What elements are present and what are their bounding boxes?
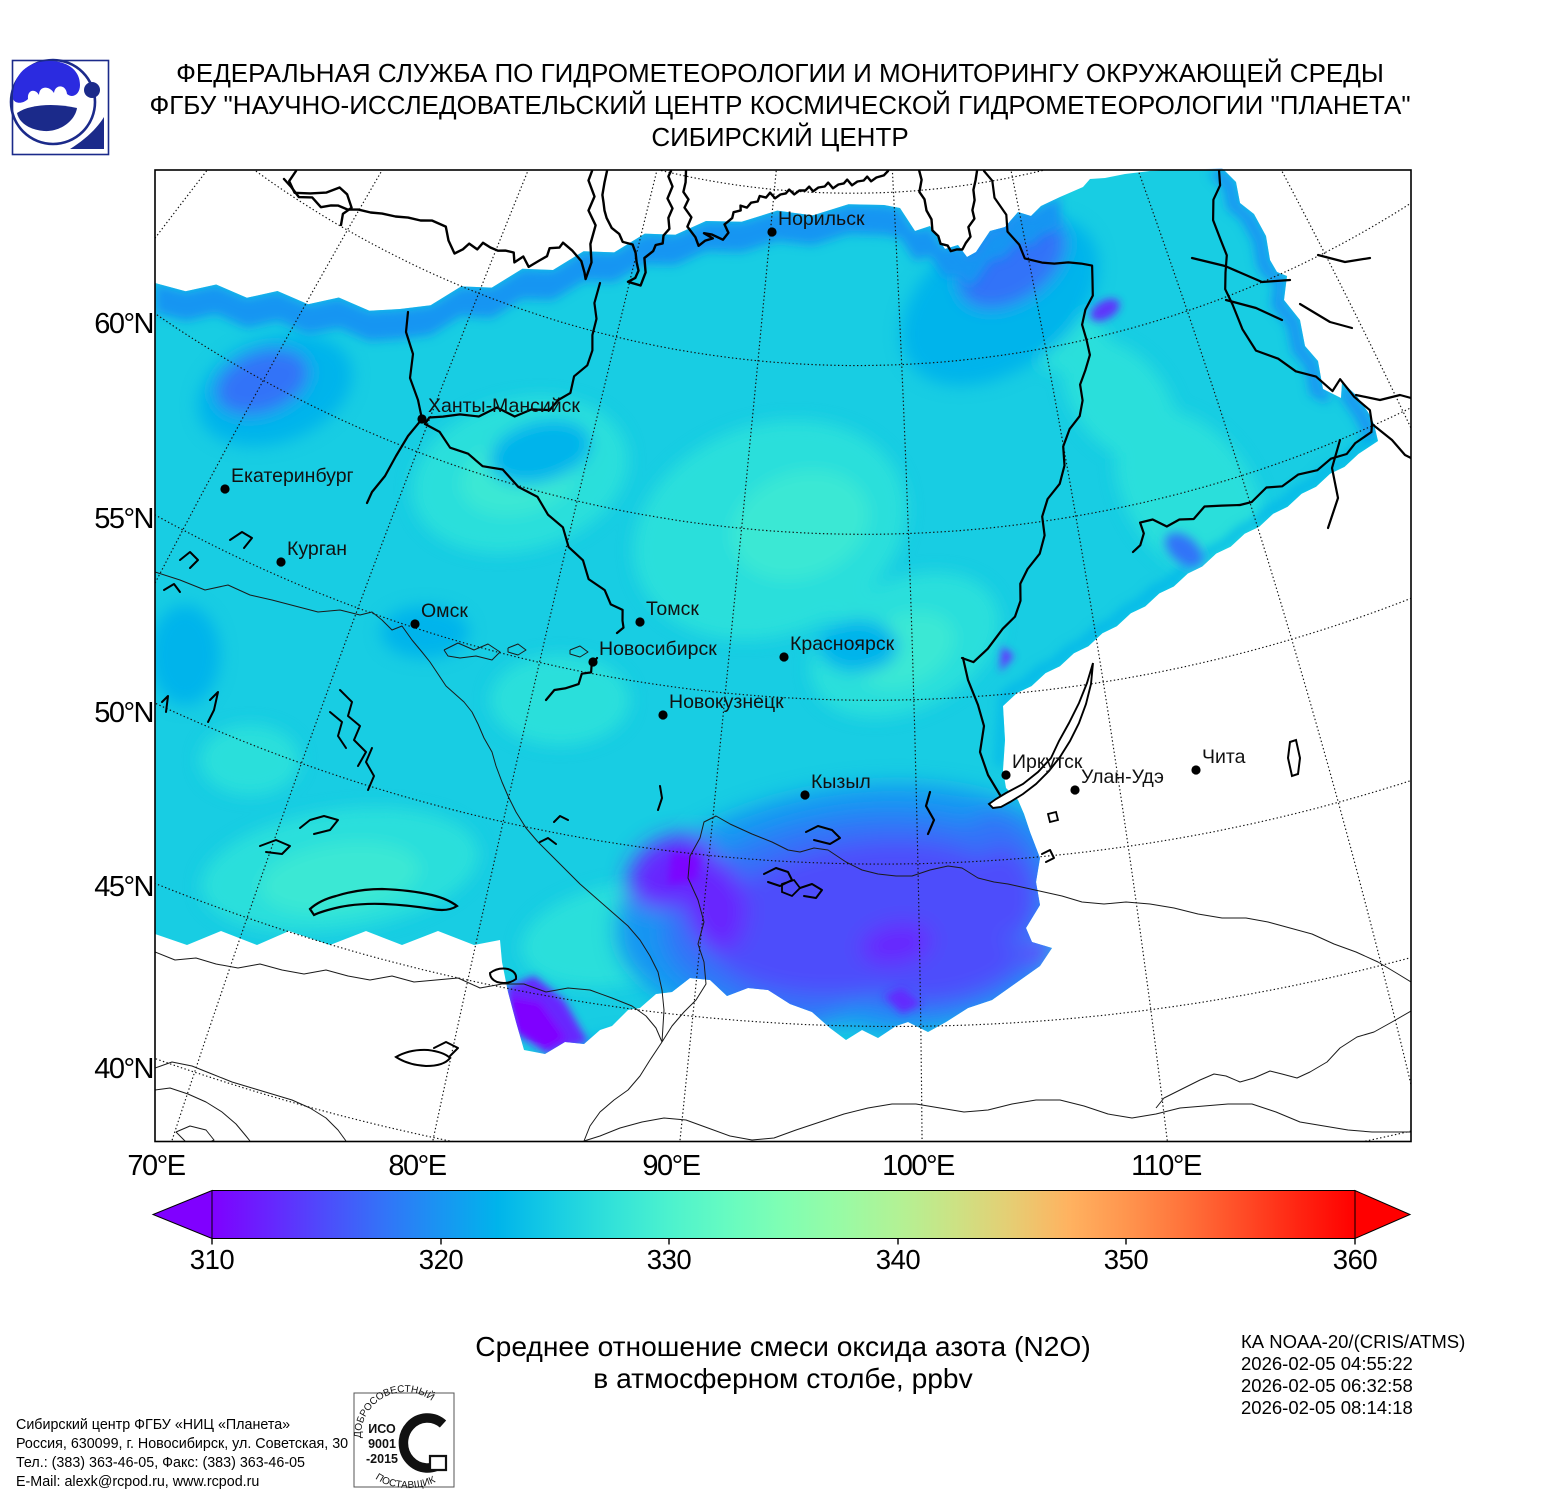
svg-text:9001: 9001 bbox=[368, 1437, 396, 1451]
svg-text:60°N: 60°N bbox=[94, 308, 153, 340]
svg-text:340: 340 bbox=[876, 1244, 921, 1275]
svg-text:СИБИРСКИЙ ЦЕНТР: СИБИРСКИЙ ЦЕНТР bbox=[651, 122, 908, 152]
svg-text:Норильск: Норильск bbox=[778, 208, 865, 230]
svg-text:Омск: Омск bbox=[421, 600, 468, 622]
svg-text:Кызыл: Кызыл bbox=[811, 771, 871, 793]
svg-text:Новокузнецк: Новокузнецк bbox=[669, 691, 784, 713]
svg-text:90°E: 90°E bbox=[642, 1150, 700, 1182]
svg-text:Россия, 630099, г. Новосибирск: Россия, 630099, г. Новосибирск, ул. Сове… bbox=[16, 1436, 348, 1452]
svg-text:45°N: 45°N bbox=[94, 871, 153, 903]
svg-text:310: 310 bbox=[190, 1244, 235, 1275]
svg-text:Ханты-Мансийск: Ханты-Мансийск bbox=[428, 395, 580, 417]
svg-text:Иркутск: Иркутск bbox=[1012, 751, 1083, 773]
svg-text:Красноярск: Красноярск bbox=[790, 633, 895, 655]
svg-text:2026-02-05 06:32:58: 2026-02-05 06:32:58 bbox=[1241, 1375, 1413, 1396]
svg-text:Томск: Томск bbox=[646, 598, 699, 620]
svg-text:Чита: Чита bbox=[1202, 746, 1246, 768]
svg-text:Новосибирск: Новосибирск bbox=[599, 638, 717, 660]
svg-text:80°E: 80°E bbox=[388, 1150, 446, 1182]
svg-text:Улан-Удэ: Улан-Удэ bbox=[1081, 766, 1164, 788]
svg-text:Сибирский центр ФГБУ «НИЦ «Пла: Сибирский центр ФГБУ «НИЦ «Планета» bbox=[16, 1417, 290, 1433]
svg-text:ФГБУ "НАУЧНО-ИССЛЕДОВАТЕЛЬСКИЙ: ФГБУ "НАУЧНО-ИССЛЕДОВАТЕЛЬСКИЙ ЦЕНТР КОС… bbox=[149, 90, 1410, 120]
svg-text:55°N: 55°N bbox=[94, 503, 153, 535]
svg-text:Тел.: (383) 363-46-05, Факс: (: Тел.: (383) 363-46-05, Факс: (383) 363-4… bbox=[16, 1455, 305, 1471]
svg-text:100°E: 100°E bbox=[882, 1150, 955, 1182]
svg-text:в атмосферном столбе, ppbv: в атмосферном столбе, ppbv bbox=[593, 1362, 972, 1394]
svg-text:350: 350 bbox=[1104, 1244, 1149, 1275]
svg-text:Екатеринбург: Екатеринбург bbox=[231, 465, 354, 487]
svg-text:360: 360 bbox=[1333, 1244, 1378, 1275]
svg-text:Курган: Курган bbox=[287, 538, 347, 560]
svg-text:Среднее отношение смеси оксида: Среднее отношение смеси оксида азота (N2… bbox=[475, 1330, 1090, 1362]
svg-text:ФЕДЕРАЛЬНАЯ СЛУЖБА ПО ГИДРОМЕТ: ФЕДЕРАЛЬНАЯ СЛУЖБА ПО ГИДРОМЕТЕОРОЛОГИИ … bbox=[176, 58, 1384, 88]
svg-text:КА NOAA-20/(CRIS/ATMS): КА NOAA-20/(CRIS/ATMS) bbox=[1241, 1331, 1465, 1352]
svg-text:330: 330 bbox=[647, 1244, 692, 1275]
svg-text:E-Mail: alexk@rcpod.ru, www.rc: E-Mail: alexk@rcpod.ru, www.rcpod.ru bbox=[16, 1474, 259, 1490]
svg-text:70°E: 70°E bbox=[127, 1150, 185, 1182]
svg-text:40°N: 40°N bbox=[94, 1053, 153, 1085]
svg-text:2026-02-05 08:14:18: 2026-02-05 08:14:18 bbox=[1241, 1397, 1413, 1418]
svg-text:-2015: -2015 bbox=[366, 1452, 398, 1466]
svg-text:50°N: 50°N bbox=[94, 697, 153, 729]
svg-text:320: 320 bbox=[419, 1244, 464, 1275]
svg-text:ИСО: ИСО bbox=[368, 1422, 396, 1436]
svg-text:110°E: 110°E bbox=[1131, 1150, 1202, 1182]
svg-text:2026-02-05 04:55:22: 2026-02-05 04:55:22 bbox=[1241, 1353, 1413, 1374]
